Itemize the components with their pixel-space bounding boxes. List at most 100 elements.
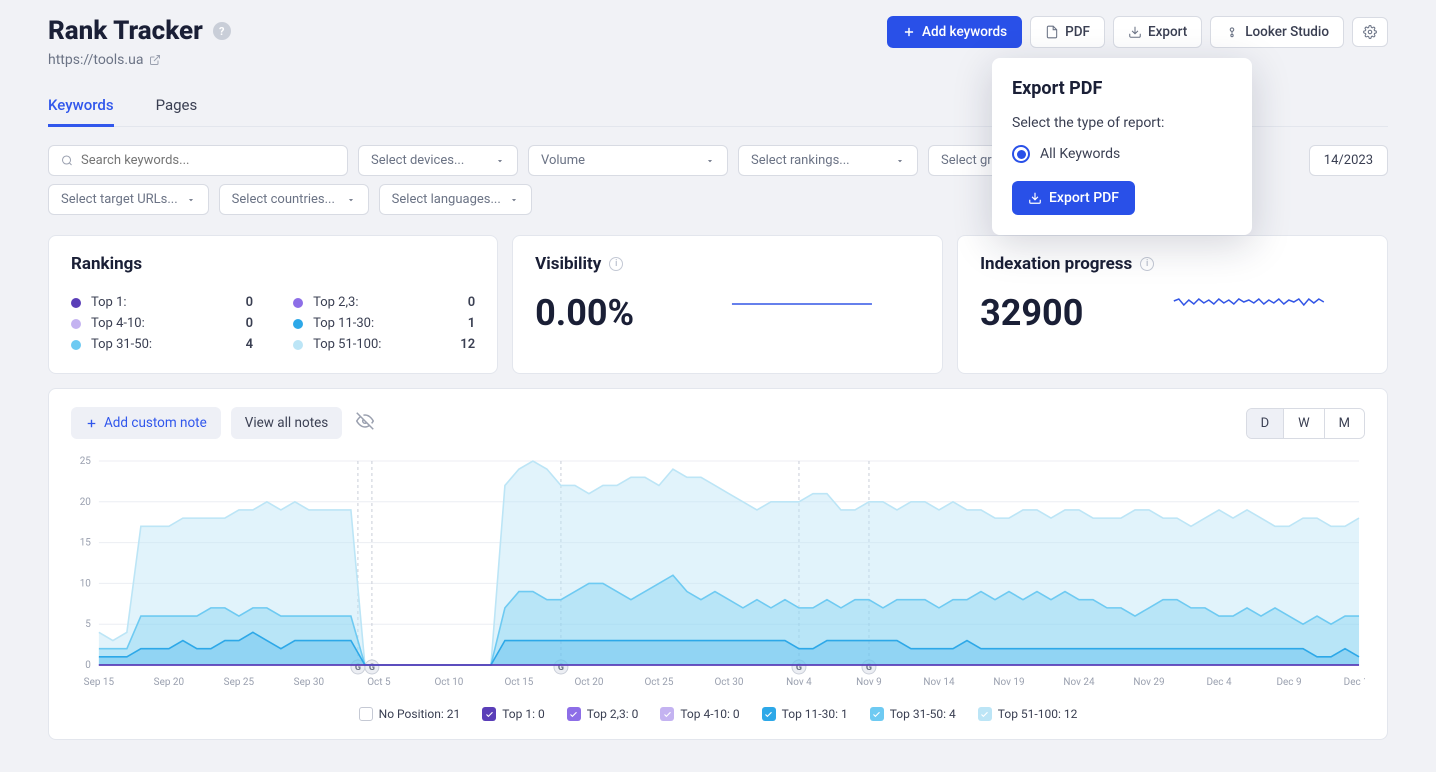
legend-label: Top 1: 0 xyxy=(502,707,545,721)
rank-item: Top 11-30:1 xyxy=(293,313,475,334)
rank-label: Top 31-50: xyxy=(91,337,152,352)
svg-text:Oct 20: Oct 20 xyxy=(574,677,603,688)
svg-text:Nov 29: Nov 29 xyxy=(1133,677,1164,688)
site-url[interactable]: https://tools.ua xyxy=(48,52,231,68)
export-pdf-confirm-button[interactable]: Export PDF xyxy=(1012,181,1135,215)
legend-checkbox[interactable] xyxy=(870,707,884,721)
rank-value: 0 xyxy=(468,295,475,310)
info-icon[interactable]: i xyxy=(1140,257,1154,271)
legend-label: Top 31-50: 4 xyxy=(890,707,956,721)
visibility-card: Visibility i 0.00% xyxy=(512,235,943,374)
chevron-down-icon xyxy=(346,195,356,205)
radio-icon xyxy=(1012,145,1030,163)
svg-text:10: 10 xyxy=(80,578,92,589)
svg-text:Oct 25: Oct 25 xyxy=(644,677,673,688)
visibility-title: Visibility xyxy=(535,254,601,274)
radio-all-keywords[interactable]: All Keywords xyxy=(1012,145,1232,163)
eye-off-icon[interactable] xyxy=(356,412,374,434)
rankings-filter[interactable]: Select rankings... xyxy=(738,145,918,176)
info-icon[interactable]: i xyxy=(609,257,623,271)
svg-text:Sep 30: Sep 30 xyxy=(294,677,325,688)
view-all-notes-button[interactable]: View all notes xyxy=(231,407,343,439)
legend-checkbox[interactable] xyxy=(567,707,581,721)
svg-text:25: 25 xyxy=(80,456,92,467)
legend-label: Top 51-100: 12 xyxy=(998,707,1078,721)
rankings-card: Rankings Top 1:0Top 4-10:0Top 31-50:4Top… xyxy=(48,235,498,374)
devices-filter[interactable]: Select devices... xyxy=(358,145,518,176)
legend-checkbox[interactable] xyxy=(359,707,373,721)
rank-value: 1 xyxy=(468,316,475,331)
plus-icon xyxy=(902,25,916,39)
languages-label: Select languages... xyxy=(392,192,501,207)
export-pdf-confirm-label: Export PDF xyxy=(1049,190,1119,206)
add-custom-note-button[interactable]: Add custom note xyxy=(71,407,221,439)
legend-label: Top 2,3: 0 xyxy=(587,707,639,721)
legend-checkbox[interactable] xyxy=(482,707,496,721)
export-pdf-popover: Export PDF Select the type of report: Al… xyxy=(992,58,1252,235)
legend-label: Top 11-30: 1 xyxy=(782,707,848,721)
rank-item: Top 4-10:0 xyxy=(71,313,253,334)
legend-item[interactable]: Top 31-50: 4 xyxy=(870,707,956,721)
target-urls-filter[interactable]: Select target URLs... xyxy=(48,184,209,215)
svg-text:20: 20 xyxy=(80,497,92,508)
search-keywords-input[interactable] xyxy=(48,145,348,176)
rank-item: Top 31-50: 4 xyxy=(71,334,253,355)
legend-item[interactable]: No Position: 21 xyxy=(359,707,461,721)
svg-text:15: 15 xyxy=(80,538,92,549)
chevron-down-icon xyxy=(895,156,905,166)
svg-text:Oct 30: Oct 30 xyxy=(714,677,743,688)
date-range-filter[interactable]: 14/2023 xyxy=(1309,145,1388,176)
date-range-text: 14/2023 xyxy=(1324,153,1373,168)
search-input-field[interactable] xyxy=(81,153,335,168)
rank-label: Top 2,3: xyxy=(313,295,358,310)
svg-text:5: 5 xyxy=(85,619,91,630)
visibility-value: 0.00% xyxy=(535,292,634,334)
rank-value: 0 xyxy=(246,316,253,331)
svg-text:Nov 4: Nov 4 xyxy=(786,677,812,688)
legend-item[interactable]: Top 2,3: 0 xyxy=(567,707,639,721)
external-link-icon xyxy=(149,54,161,66)
legend-item[interactable]: Top 4-10: 0 xyxy=(660,707,739,721)
rank-value: 4 xyxy=(246,337,253,352)
tab-keywords[interactable]: Keywords xyxy=(48,96,114,127)
svg-text:Sep 20: Sep 20 xyxy=(154,677,185,688)
dot-icon xyxy=(71,340,81,350)
period-m-button[interactable]: M xyxy=(1325,409,1364,438)
search-icon xyxy=(61,154,73,167)
plus-icon xyxy=(85,417,98,430)
legend-checkbox[interactable] xyxy=(978,707,992,721)
dot-icon xyxy=(293,340,303,350)
pdf-icon xyxy=(1045,25,1059,39)
legend-item[interactable]: Top 11-30: 1 xyxy=(762,707,848,721)
rank-item: Top 2,3: 0 xyxy=(293,292,475,313)
indexation-value: 32900 xyxy=(980,292,1083,334)
rank-value: 12 xyxy=(460,337,475,352)
dot-icon xyxy=(293,298,303,308)
export-button[interactable]: Export xyxy=(1113,16,1202,48)
volume-filter[interactable]: Volume xyxy=(528,145,728,176)
dot-icon xyxy=(293,319,303,329)
gear-icon xyxy=(1363,25,1377,39)
chevron-down-icon xyxy=(186,195,196,205)
looker-studio-button[interactable]: Looker Studio xyxy=(1210,16,1344,48)
period-w-button[interactable]: W xyxy=(1284,409,1325,438)
add-note-label: Add custom note xyxy=(104,415,207,431)
info-icon[interactable]: ? xyxy=(213,22,231,40)
legend-checkbox[interactable] xyxy=(762,707,776,721)
languages-filter[interactable]: Select languages... xyxy=(379,184,532,215)
dot-icon xyxy=(71,319,81,329)
legend-item[interactable]: Top 51-100: 12 xyxy=(978,707,1078,721)
popover-subtitle: Select the type of report: xyxy=(1012,115,1232,131)
tab-pages[interactable]: Pages xyxy=(156,96,198,127)
looker-icon xyxy=(1225,25,1239,39)
legend-item[interactable]: Top 1: 0 xyxy=(482,707,545,721)
countries-filter[interactable]: Select countries... xyxy=(219,184,369,215)
settings-button[interactable] xyxy=(1352,17,1388,47)
pdf-button[interactable]: PDF xyxy=(1030,16,1105,48)
add-keywords-button[interactable]: Add keywords xyxy=(887,16,1022,48)
popover-title: Export PDF xyxy=(1012,78,1232,99)
rank-value: 0 xyxy=(246,295,253,310)
period-d-button[interactable]: D xyxy=(1247,409,1285,438)
svg-text:Dec 9: Dec 9 xyxy=(1276,677,1301,688)
legend-checkbox[interactable] xyxy=(660,707,674,721)
